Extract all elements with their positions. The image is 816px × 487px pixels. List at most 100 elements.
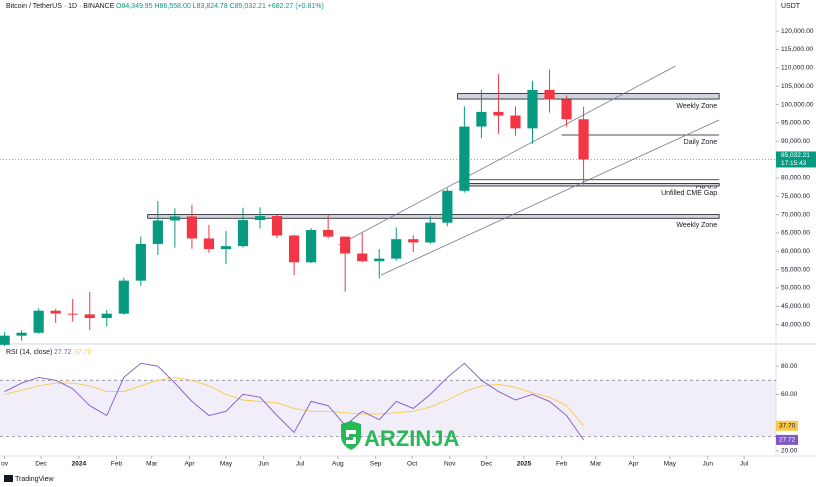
candle-body [203, 238, 215, 250]
rsi-title: RSI (14, close) [6, 349, 52, 356]
rsi-header-value: 37.70 [74, 349, 92, 356]
y-tick-label: 50,000.00 [781, 285, 810, 292]
x-tick-label: Jun [258, 461, 269, 468]
candle-body [306, 230, 317, 263]
y-tick-label: 100,000.00 [781, 101, 814, 108]
candle-body [459, 126, 470, 191]
countdown: 17:15:43 [781, 160, 807, 167]
candle-body [169, 216, 180, 221]
x-tick-label: Mar [590, 461, 602, 468]
logo-icon [4, 475, 13, 482]
y-tick-label: 45,000.00 [781, 303, 810, 310]
x-tick-label: Jul [296, 461, 305, 468]
value-badge-label: 27.72 [779, 437, 796, 444]
rsi-header-value: 27.72 [54, 349, 72, 356]
value-badge [776, 434, 798, 445]
x-tick-label: Feb [111, 461, 123, 468]
candle-body [101, 313, 112, 319]
candle-body [135, 243, 146, 281]
y-tick-label: 95,000.00 [781, 120, 810, 127]
x-tick-label: 2025 [517, 461, 532, 468]
candle-body [237, 220, 249, 247]
x-tick-label: 2024 [72, 461, 87, 468]
candle-body [186, 216, 198, 239]
last-price-badge [776, 151, 816, 168]
tradingview-logo: TradingView [4, 475, 54, 483]
zone-label: Weekly Zone [676, 222, 717, 229]
zone [147, 214, 720, 219]
rsi-line [4, 362, 584, 441]
branding: TradingView [15, 476, 54, 483]
candle-body [33, 310, 44, 333]
y-tick-label: 105,000.00 [781, 83, 814, 90]
candle-body [271, 216, 283, 236]
value-badge [776, 420, 798, 431]
x-tick-label: May [664, 461, 677, 468]
x-tick-label: Oct [407, 461, 417, 468]
zone-label: Unfilled CME Gap [661, 190, 717, 197]
watermark: ARZINJA [341, 421, 459, 451]
currency: USDT [781, 3, 801, 10]
rsi-line [4, 376, 584, 427]
zone-label: Weekly Zone [676, 103, 717, 110]
y-tick-label: 80.00 [781, 363, 798, 370]
x-tick-label: Apr [184, 461, 195, 468]
candle-body [476, 111, 487, 127]
candle-body [510, 115, 521, 129]
candle-body [442, 190, 453, 223]
candle-body [0, 335, 10, 345]
x-tick-label: Dec [481, 461, 493, 468]
candle-body [67, 313, 78, 315]
y-tick-label: 115,000.00 [781, 46, 813, 53]
symbol: Bitcoin / TetherUS · 1D · BINANCE [6, 3, 115, 10]
y-tick-label: 20.00 [781, 447, 798, 454]
ohlc: O84,349.95 H86,558.00 L83,824.78 C85,032… [116, 3, 324, 10]
x-tick-label: Jul [740, 461, 749, 468]
last-price: 85,032.21 [781, 152, 810, 159]
candle-body [544, 89, 555, 100]
y-tick-label: 60,000.00 [781, 248, 810, 255]
candle-body [254, 216, 266, 221]
candle-body [288, 235, 300, 263]
x-tick-label: Aug [332, 461, 344, 468]
zone-label: Fib 0.5 [696, 184, 718, 191]
candle-body [152, 220, 163, 244]
y-tick-label: 120,000.00 [781, 28, 814, 35]
candle-body [408, 239, 419, 243]
y-tick-label: 60.00 [781, 391, 798, 398]
candle-body [220, 246, 232, 250]
candle-body [357, 253, 368, 262]
zone [457, 93, 720, 100]
watermark-text: ARZINJA [364, 426, 459, 451]
candle-body [50, 310, 61, 314]
y-tick-label: 65,000.00 [781, 230, 810, 237]
y-tick-label: 80,000.00 [781, 175, 810, 182]
trendline [338, 65, 676, 246]
x-tick-label: ov [1, 461, 9, 468]
candle-body [493, 111, 504, 116]
candle-body [578, 119, 589, 160]
trendline [380, 119, 720, 276]
y-tick-label: 90,000.00 [781, 138, 810, 145]
candle-body [425, 222, 436, 243]
candle-body [84, 314, 95, 319]
x-tick-label: Jun [702, 461, 713, 468]
x-tick-label: Feb [556, 461, 568, 468]
zone-label: Daily Zone [684, 139, 718, 146]
candle-body [561, 99, 572, 120]
y-tick-label: 110,000.00 [781, 65, 813, 72]
candle-body [527, 89, 538, 129]
value-badge-label: 37.70 [779, 423, 796, 430]
zone [460, 183, 720, 187]
candle-body [323, 230, 334, 237]
candle-body [391, 239, 402, 259]
y-tick-label: 75,000.00 [781, 193, 810, 200]
candle-body [340, 236, 351, 254]
candle-body [374, 258, 385, 262]
watermark-icon-s [346, 430, 356, 444]
x-tick-label: Apr [628, 461, 639, 468]
x-tick-label: Mar [146, 461, 158, 468]
x-tick-label: Dec [35, 461, 47, 468]
x-tick-label: May [220, 461, 233, 468]
